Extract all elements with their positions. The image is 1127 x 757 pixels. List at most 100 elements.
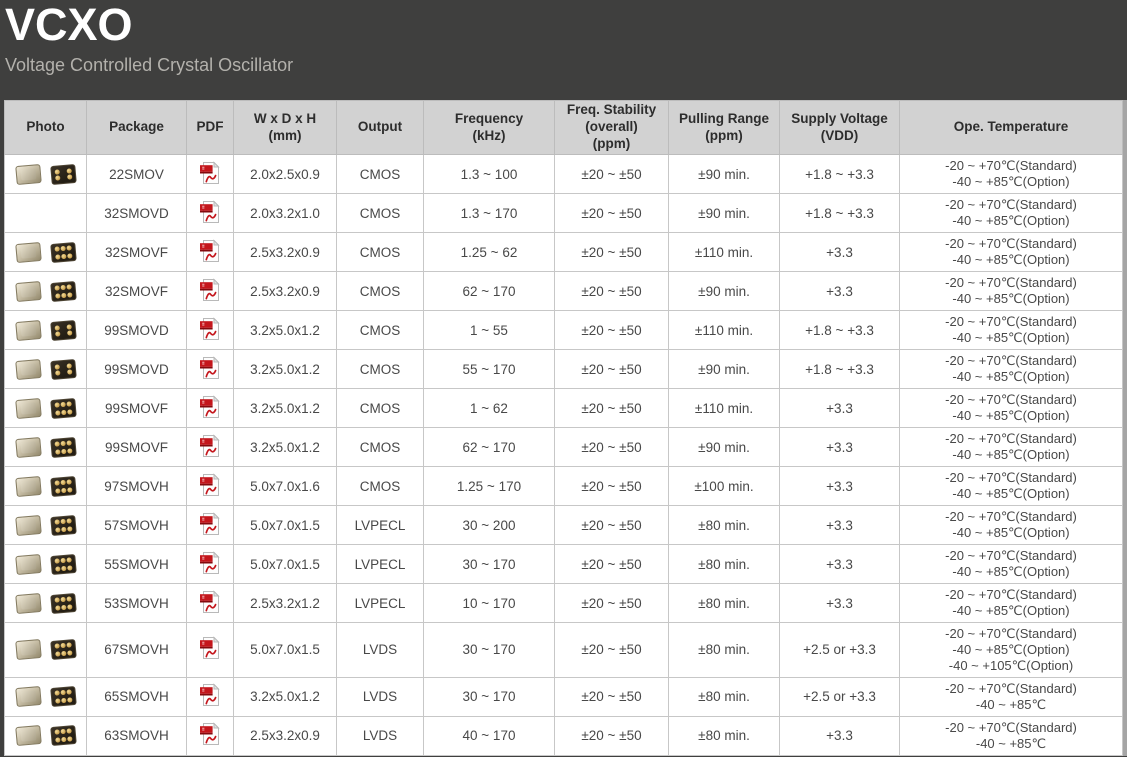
- solder-pad: [54, 324, 60, 330]
- solder-pad: [59, 245, 66, 251]
- temperature-cell: -20 ~ +70℃(Standard) -40 ~ +85℃(Option): [899, 271, 1123, 311]
- frequency-cell: 40 ~ 170: [423, 715, 555, 756]
- solder-pad: [54, 565, 60, 572]
- pdf-link[interactable]: [198, 394, 222, 419]
- pdf-link[interactable]: [198, 433, 222, 458]
- solder-pad: [59, 518, 66, 524]
- pdf-icon: [200, 433, 220, 457]
- pdf-icon: [200, 550, 220, 574]
- table-row: 32SMOVF 2.5x3.2x0.9 CMOS 62 ~ 170 ±20 ~ …: [4, 271, 1123, 311]
- solder-pad: [53, 596, 59, 603]
- component-top-view: [14, 397, 42, 419]
- component-photo: [7, 592, 84, 614]
- solder-pad: [66, 369, 72, 375]
- component-top-view: [14, 686, 42, 708]
- temperature-cell: -20 ~ +70℃(Standard) -40 ~ +85℃: [899, 676, 1123, 717]
- package-cell: 53SMOVH: [86, 583, 187, 623]
- pulling-range-cell: ±90 min.: [668, 349, 780, 389]
- solder-pad: [59, 689, 66, 696]
- temperature-line: -20 ~ +70℃(Standard): [945, 158, 1077, 174]
- component-top-view: [14, 639, 42, 661]
- pdf-link[interactable]: [198, 683, 222, 707]
- temperature-cell: -20 ~ +70℃(Standard) -40 ~ +85℃: [899, 715, 1123, 756]
- pdf-link[interactable]: [198, 472, 222, 497]
- solder-pad: [53, 245, 59, 252]
- solder-pad: [67, 525, 73, 532]
- pdf-icon: [200, 636, 220, 660]
- component-bottom-view: [49, 639, 77, 661]
- pdf-link[interactable]: [198, 160, 222, 185]
- pdf-icon: [200, 199, 220, 223]
- size-cell: 5.0x7.0x1.5: [233, 622, 337, 678]
- photo-cell: [4, 388, 87, 428]
- table-row: 55SMOVH 5.0x7.0x1.5 LVPECL 30 ~ 170 ±20 …: [4, 544, 1123, 584]
- package-cell: 32SMOVD: [86, 193, 187, 233]
- pdf-icon: [200, 160, 220, 184]
- package-cell: 65SMOVH: [86, 676, 187, 717]
- page-header: VCXO Voltage Controlled Crystal Oscillat…: [0, 0, 1127, 100]
- pdf-cell: [186, 271, 234, 311]
- solder-pad: [67, 650, 73, 656]
- pdf-link[interactable]: [198, 511, 222, 536]
- pulling-range-cell: ±90 min.: [668, 271, 780, 311]
- pdf-cell: [186, 676, 234, 717]
- solder-pad: [60, 604, 67, 610]
- photo-cell: [4, 466, 87, 506]
- component-top-view: [14, 241, 42, 263]
- package-cell: 63SMOVH: [86, 715, 187, 756]
- frequency-cell: 30 ~ 200: [423, 505, 555, 545]
- supply-voltage-cell: +3.3: [779, 466, 900, 506]
- output-cell: CMOS: [336, 232, 424, 272]
- pdf-link[interactable]: [198, 316, 222, 341]
- temperature-line: -20 ~ +70℃(Standard): [945, 509, 1077, 525]
- table-header-row: Photo Package PDF W x D x H (mm) Output …: [4, 100, 1123, 155]
- component-photo: [7, 436, 84, 458]
- size-cell: 3.2x5.0x1.2: [233, 349, 337, 389]
- pdf-link[interactable]: [198, 355, 222, 380]
- solder-pad: [65, 323, 71, 329]
- size-cell: 3.2x5.0x1.2: [233, 427, 337, 467]
- pdf-link[interactable]: [198, 722, 222, 746]
- col-header-pulling-range: Pulling Range (ppm): [668, 100, 780, 155]
- stability-cell: ±20 ~ ±50: [554, 271, 669, 311]
- stability-cell: ±20 ~ ±50: [554, 193, 669, 233]
- pdf-link[interactable]: [198, 199, 222, 224]
- component-photo: [7, 241, 84, 263]
- temperature-cell: -20 ~ +70℃(Standard) -40 ~ +85℃(Option): [899, 349, 1123, 389]
- table-body: 22SMOV 2.0x2.5x0.9 CMOS 1.3 ~ 100 ±20 ~ …: [4, 154, 1123, 756]
- pdf-link[interactable]: [198, 277, 222, 302]
- package-cell: 32SMOVF: [86, 271, 187, 311]
- package-cell: 32SMOVF: [86, 232, 187, 272]
- pdf-link[interactable]: [198, 589, 222, 614]
- frequency-cell: 1.3 ~ 100: [423, 154, 555, 194]
- solder-pad: [67, 564, 73, 571]
- pdf-link[interactable]: [198, 550, 222, 575]
- size-cell: 3.2x5.0x1.2: [233, 310, 337, 350]
- supply-voltage-cell: +3.3: [779, 271, 900, 311]
- photo-cell: [4, 676, 87, 717]
- pdf-icon: [200, 316, 220, 340]
- pdf-link[interactable]: [198, 636, 222, 660]
- pulling-range-cell: ±80 min.: [668, 715, 780, 756]
- solder-pad: [59, 643, 66, 649]
- output-cell: LVPECL: [336, 544, 424, 584]
- component-bottom-view: [49, 163, 77, 185]
- solder-pad: [60, 565, 67, 571]
- output-cell: CMOS: [336, 271, 424, 311]
- col-header-photo: Photo: [4, 100, 87, 155]
- temperature-line: -20 ~ +70℃(Standard): [945, 680, 1077, 696]
- temperature-line: -40 ~ +85℃(Option): [952, 213, 1070, 228]
- component-top-view: [14, 280, 42, 302]
- package-cell: 55SMOVH: [86, 544, 187, 584]
- output-cell: LVPECL: [336, 505, 424, 545]
- temperature-line: -40 ~ +85℃: [975, 735, 1047, 751]
- package-cell: 99SMOVF: [86, 427, 187, 467]
- stability-cell: ±20 ~ ±50: [554, 232, 669, 272]
- component-bottom-view: [49, 397, 77, 419]
- size-cell: 3.2x5.0x1.2: [233, 676, 337, 717]
- component-bottom-view: [49, 475, 77, 497]
- solder-pad: [53, 440, 59, 447]
- temperature-line: -20 ~ +70℃(Standard): [945, 314, 1077, 330]
- pdf-icon: [200, 355, 220, 379]
- pdf-link[interactable]: [198, 238, 222, 263]
